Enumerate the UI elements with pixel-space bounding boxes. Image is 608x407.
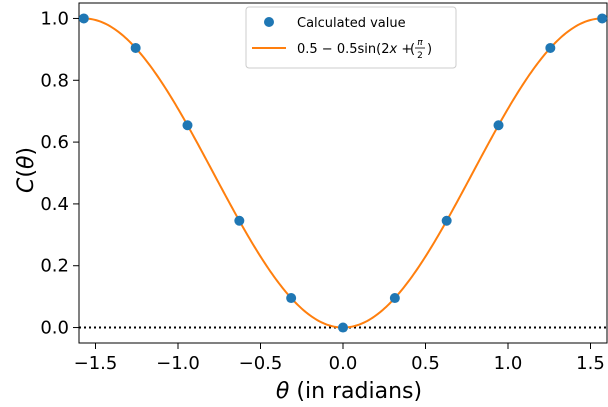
- x-tick-label: 1.0: [494, 353, 523, 374]
- legend-fraction-close: ): [427, 42, 432, 57]
- y-tick-label: 0.2: [40, 256, 69, 277]
- data-point: [286, 293, 297, 304]
- data-point: [389, 293, 400, 304]
- x-tick-label: −1.5: [74, 353, 118, 374]
- y-tick-label: 0.6: [40, 132, 69, 153]
- legend-fraction-open: (: [410, 42, 415, 57]
- legend-fraction-pi: π: [417, 38, 423, 48]
- data-point: [182, 120, 193, 131]
- y-tick-label: 0.8: [40, 70, 69, 91]
- legend-frame: [245, 6, 457, 69]
- y-axis-label: C(θ): [14, 147, 39, 193]
- data-point: [441, 215, 452, 226]
- x-tick-label: −0.5: [239, 353, 283, 374]
- x-tick-label: 0.0: [329, 353, 358, 374]
- legend-fraction-two: 2: [417, 51, 423, 61]
- legend: Calculated value 0.5 − 0.5sin(2x + ( π 2…: [245, 6, 457, 69]
- data-point: [234, 215, 245, 226]
- data-point: [78, 13, 89, 24]
- x-tick-label: 1.5: [576, 353, 605, 374]
- data-point: [597, 13, 608, 24]
- x-axis-label: θ (in radians): [276, 379, 422, 404]
- legend-label-fit: 0.5 − 0.5sin(2x +: [297, 42, 412, 57]
- x-tick-label: −1.0: [156, 353, 200, 374]
- legend-label-calculated: Calculated value: [297, 16, 406, 31]
- x-axis: −1.5 −1.0 −0.5 0.0 0.5 1.0 1.5: [74, 343, 605, 374]
- x-tick-label: 0.5: [411, 353, 440, 374]
- data-point: [130, 42, 141, 53]
- data-point: [493, 120, 504, 131]
- y-tick-label: 0.0: [40, 318, 69, 339]
- y-tick-label: 1.0: [40, 8, 69, 29]
- y-tick-label: 0.4: [40, 194, 69, 215]
- data-point: [545, 42, 556, 53]
- data-point: [338, 322, 348, 333]
- y-axis: 0.0 0.2 0.4 0.6 0.8 1.0: [40, 8, 79, 339]
- legend-marker-calculated: [264, 17, 274, 27]
